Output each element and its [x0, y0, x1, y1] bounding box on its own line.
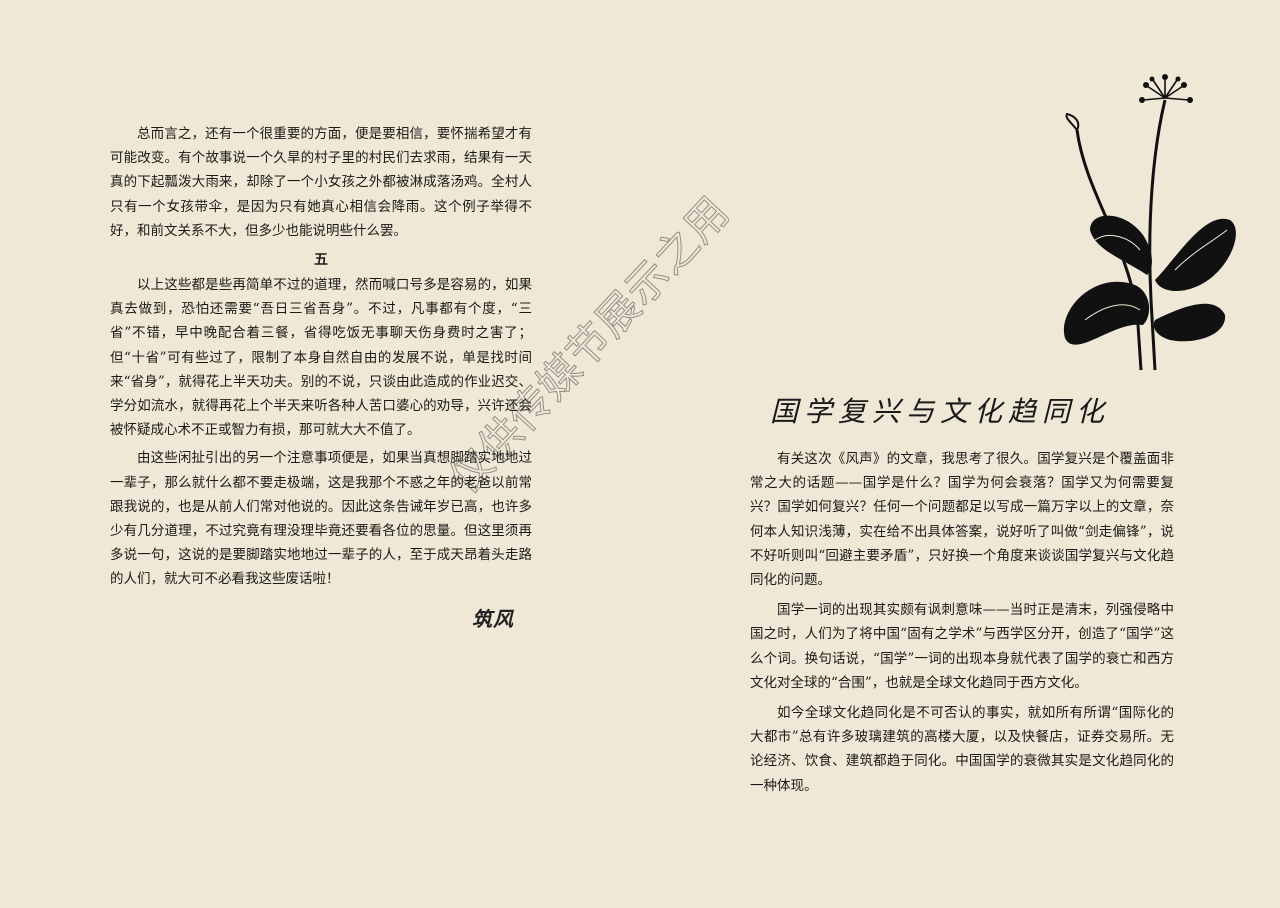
- paragraph: 国学一词的出现其实颇有讽刺意味——当时正是清末，列强侵略中国之时，人们为了将中国…: [750, 602, 1174, 691]
- paragraph: 以上这些都是些再简单不过的道理，然而喊口号多是容易的，如果真去做到，恐怕还需要“…: [110, 277, 532, 439]
- author-signature: 筑风: [472, 607, 514, 631]
- section-number: 五: [314, 252, 328, 269]
- paragraph: 如今全球文化趋同化是不可否认的事实，就如所有所谓“国际化的大都市”总有许多玻璃建…: [750, 705, 1174, 794]
- right-page-column: 有关这次《风声》的文章，我思考了很久。国学复兴是个覆盖面非常之大的话题——国学是…: [750, 447, 1174, 798]
- paragraph: 由这些闲扯引出的另一个注意事项便是，如果当真想脚踏实地地过一辈子，那么就什么都不…: [110, 450, 532, 588]
- paragraph: 有关这次《风声》的文章，我思考了很久。国学复兴是个覆盖面非常之大的话题——国学是…: [750, 451, 1174, 589]
- left-page-column: 总而言之，还有一个很重要的方面，便是要相信，要怀揣希望才有可能改变。有个故事说一…: [110, 122, 532, 592]
- plantain-flower-illustration: [1063, 74, 1236, 371]
- article-title: 国学复兴与文化趋同化: [770, 395, 1111, 428]
- paragraph: 总而言之，还有一个很重要的方面，便是要相信，要怀揣希望才有可能改变。有个故事说一…: [110, 126, 532, 239]
